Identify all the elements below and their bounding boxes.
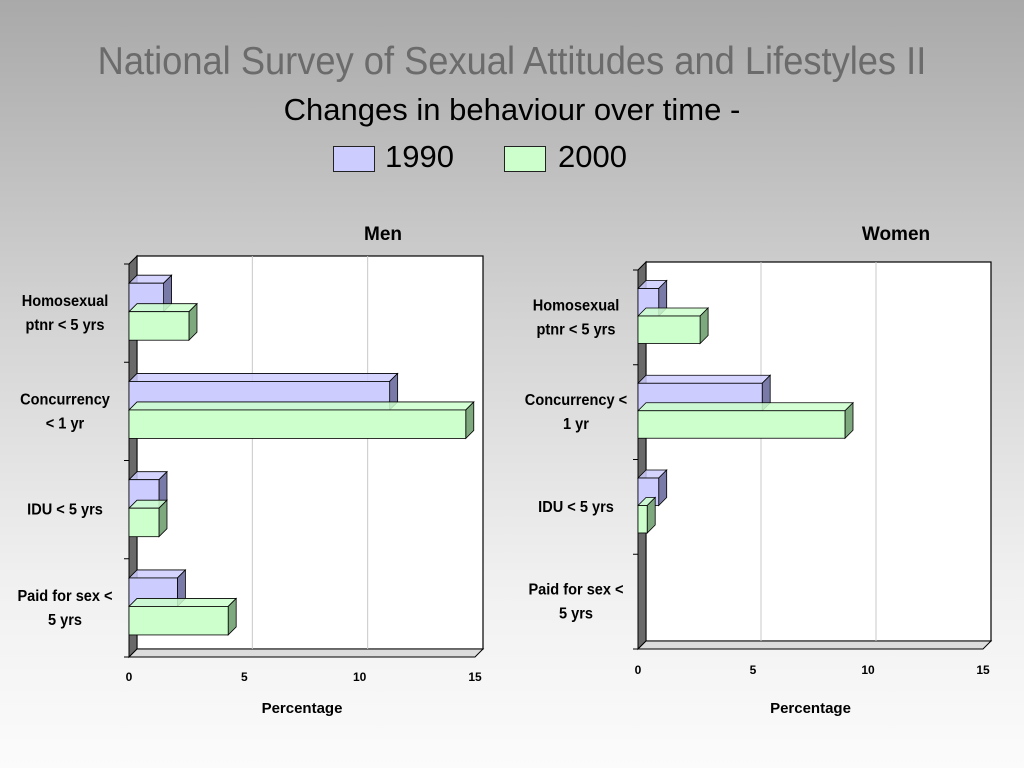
men-category-label: ptnr < 5 yrs: [26, 317, 105, 335]
women-bar-2000-1: [637, 410, 846, 439]
men-bar-2000-2: [128, 507, 160, 538]
men-category-label: IDU < 5 yrs: [27, 501, 103, 519]
women-floor: [636, 640, 993, 650]
women-bar-1990-1-top: [637, 374, 772, 384]
legend-swatch-1990: [333, 146, 375, 172]
women-category-label: IDU < 5 yrs: [538, 498, 614, 516]
women-chart-title: Women: [862, 224, 930, 245]
women-category-label: Paid for sex <: [528, 581, 623, 599]
women-tick-label: 5: [750, 663, 757, 677]
men-bar-2000-3: [128, 606, 229, 636]
men-tick-label: 0: [126, 670, 133, 684]
men-tick-label: 15: [468, 670, 482, 684]
women-bar-2000-2: [637, 505, 648, 534]
legend-label-2000: 2000: [558, 139, 627, 174]
men-chart-title: Men: [364, 224, 402, 245]
men-tick-label: 5: [241, 670, 248, 684]
women-category-label: ptnr < 5 yrs: [537, 321, 616, 339]
men-category-label: 5 yrs: [48, 611, 82, 629]
men-bar-2000-0-top: [128, 303, 198, 313]
men-x-axis-label: Percentage: [262, 700, 343, 717]
slide-subtitle: Changes in behaviour over time -: [283, 92, 741, 127]
men-category-label: Concurrency: [20, 391, 110, 409]
women-tick-label: 0: [635, 663, 642, 677]
women-bar-2000-0: [637, 315, 701, 344]
women-bar-2000-1-top: [637, 402, 854, 412]
men-chart: 0 5 10 15 Homosexual ptnr < 5 yrs Concurrency <…: [17, 224, 485, 717]
men-bar-2000-3-top: [128, 598, 238, 607]
women-x-axis-label: Percentage: [770, 700, 851, 717]
slide-title: National Survey of Sexual Attitudes and …: [97, 40, 927, 83]
men-floor: [127, 648, 485, 658]
women-category-label: Concurrency <: [525, 392, 628, 410]
women-category-label: 1 yr: [563, 416, 589, 434]
men-category-label: < 1 yr: [46, 415, 85, 433]
men-category-label: Homosexual: [22, 293, 109, 311]
women-category-label: 5 yrs: [559, 605, 593, 623]
men-tick-label: 10: [353, 670, 367, 684]
women-chart: 0 5 10 15 Homosexual ptnr < 5 yrs Concurrency …: [525, 224, 993, 717]
men-bar-1990-1-top: [128, 373, 399, 382]
legend-label-1990: 1990: [385, 139, 454, 174]
women-category-label: Homosexual: [533, 297, 620, 315]
men-bar-2000-1-top: [128, 401, 475, 411]
men-category-label: Paid for sex <: [17, 587, 112, 605]
women-tick-label: 15: [976, 663, 990, 677]
legend-swatch-2000: [504, 146, 546, 172]
men-bar-2000-1: [128, 409, 467, 439]
women-tick-label: 10: [861, 663, 875, 677]
women-bar-2000-0-top: [637, 307, 710, 317]
men-bar-1990-3-top: [128, 569, 187, 579]
men-bar-2000-0: [128, 311, 190, 341]
